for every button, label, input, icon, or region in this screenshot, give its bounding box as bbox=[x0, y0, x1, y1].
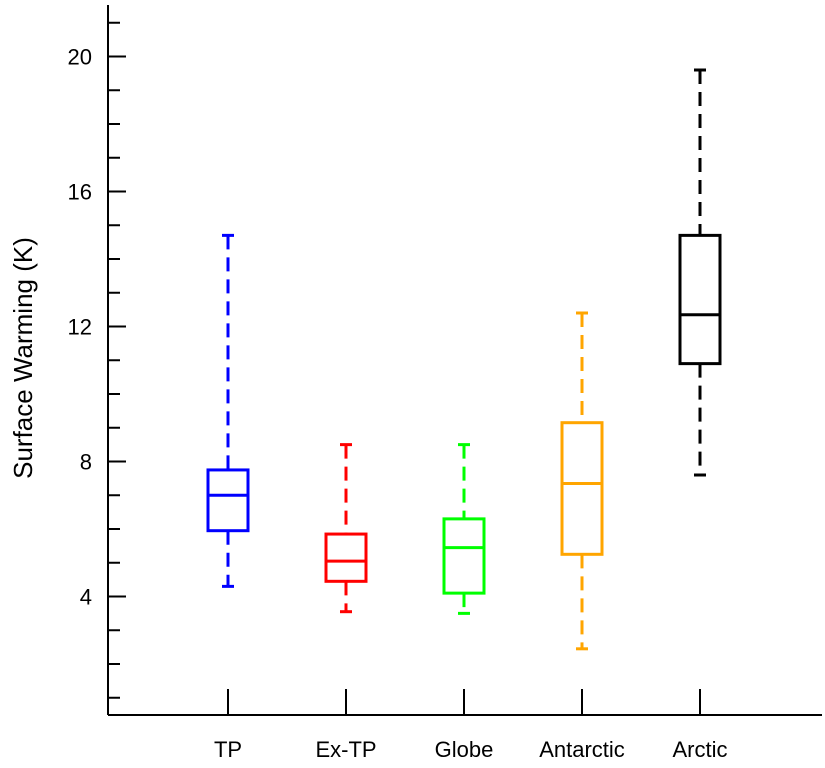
y-tick-label: 4 bbox=[80, 585, 92, 610]
y-axis-label: Surface Warming (K) bbox=[8, 237, 38, 479]
y-tick-label: 8 bbox=[80, 450, 92, 475]
box-tp bbox=[206, 233, 250, 588]
y-tick-label: 12 bbox=[68, 315, 92, 340]
box-globe bbox=[442, 443, 486, 615]
axes: 4 8 12 16 20 TP Ex-TP Globe Antarctic Arctic bbox=[68, 5, 822, 762]
iqr-box bbox=[560, 421, 604, 556]
x-tick-label: Globe bbox=[435, 737, 494, 762]
x-tick-label: TP bbox=[214, 737, 242, 762]
y-tick-label: 16 bbox=[68, 180, 92, 205]
x-tick-label: Antarctic bbox=[539, 737, 625, 762]
box-arctic bbox=[678, 68, 722, 477]
iqr-box bbox=[206, 468, 250, 533]
iqr-box bbox=[678, 233, 722, 366]
x-tick-label: Ex-TP bbox=[315, 737, 376, 762]
x-tick-label: Arctic bbox=[673, 737, 728, 762]
y-tick-label: 20 bbox=[68, 45, 92, 70]
box-series bbox=[206, 68, 722, 651]
box-ex-tp bbox=[324, 443, 368, 614]
iqr-box bbox=[442, 517, 486, 595]
box-antarctic bbox=[560, 311, 604, 651]
iqr-box bbox=[324, 532, 368, 583]
